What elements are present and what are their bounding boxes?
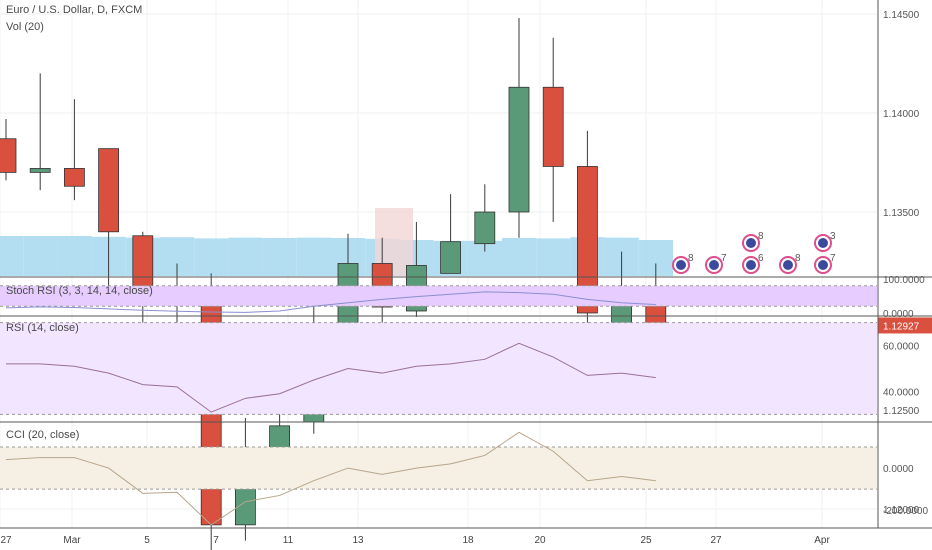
candle-body <box>64 168 85 187</box>
stoch-rsi-label: Stoch RSI (3, 3, 14, 14, close) <box>6 285 153 297</box>
price-tick-label: 1.14500 <box>883 10 920 21</box>
event-flag-inner <box>818 260 828 270</box>
date-tick-label: 25 <box>640 535 652 546</box>
event-count: 7 <box>830 253 836 264</box>
date-tick-label: 5 <box>144 535 150 546</box>
candle-body <box>0 138 17 173</box>
rsi-pane: 60.0000 40.0000 <box>0 322 920 415</box>
price-tick-label: 1.12500 <box>883 406 920 417</box>
event-flag-inner <box>676 260 686 270</box>
event-flag-inner <box>746 238 756 248</box>
event-flag-inner <box>783 260 793 270</box>
event-flag-inner <box>818 238 828 248</box>
indicator-tick-label: -200.0000 <box>883 506 928 517</box>
date-tick-label: 7 <box>213 535 219 546</box>
date-tick-label: 11 <box>283 535 294 546</box>
date-tick-label: 27 <box>710 535 722 546</box>
date-tick-label: 20 <box>534 535 546 546</box>
event-count: 8 <box>688 253 694 264</box>
candle-body <box>508 86 530 213</box>
price-tick-label: 1.12000 <box>883 505 920 516</box>
indicator-tick-label: 0.0000 <box>883 464 914 475</box>
price-tick-label: 1.13500 <box>883 208 920 219</box>
cci-label: CCI (20, close) <box>6 429 80 441</box>
indicator-line <box>6 342 656 413</box>
rsi-label: RSI (14, close) <box>6 322 79 334</box>
event-count: 8 <box>758 231 764 242</box>
volume-bar <box>536 238 571 276</box>
candle-body <box>542 86 564 167</box>
indicator-tick-label: 40.0000 <box>883 387 920 398</box>
indicator-tick-label: 60.0000 <box>883 342 920 353</box>
candle-body <box>440 241 462 274</box>
date-tick-label: 13 <box>352 535 364 546</box>
candle-body <box>29 168 51 173</box>
indicator-band <box>0 322 877 415</box>
volume-bar <box>194 238 229 276</box>
volume-bar <box>502 238 537 276</box>
current-price-label: 1.12927 <box>883 321 920 332</box>
date-tick-label: Mar <box>63 535 81 546</box>
volume-label: Vol (20) <box>6 21 44 33</box>
volume-bar <box>23 236 58 276</box>
indicator-band <box>0 447 877 490</box>
indicator-tick-label: 0.0000 <box>883 309 914 320</box>
date-tick-label: 27 <box>0 535 12 546</box>
event-count: 3 <box>830 231 836 242</box>
event-flag-inner <box>709 260 719 270</box>
volume-bar <box>296 237 331 276</box>
stoch-rsi-pane: 100.0000 0.0000 <box>0 275 925 320</box>
indicator-line <box>5 291 656 313</box>
candle-body <box>474 211 496 245</box>
current-price-line: 1.12927 <box>0 317 932 334</box>
date-tick-label: 18 <box>462 535 474 546</box>
volume-bar <box>262 238 297 276</box>
indicator-tick-label: 100.0000 <box>883 275 925 286</box>
price-tick-label: 1.14000 <box>883 109 920 120</box>
candle-body <box>98 148 119 233</box>
candle-body <box>577 166 598 314</box>
economic-events: 8 7 6 8 7 8 3 <box>672 231 836 274</box>
indicator-band <box>0 285 877 307</box>
event-flag-inner <box>746 260 756 270</box>
event-count: 8 <box>795 253 801 264</box>
volume-bar <box>0 236 24 276</box>
cci-pane: 0.0000 -200.0000 <box>0 431 928 526</box>
indicator-line <box>5 431 656 526</box>
date-tick-label: Apr <box>814 535 830 546</box>
event-count: 6 <box>758 253 764 264</box>
symbol-title: Euro / U.S. Dollar, D, FXCM <box>6 4 143 16</box>
event-count: 7 <box>721 253 727 264</box>
volume-bar <box>228 237 263 276</box>
volume-bar <box>57 236 92 276</box>
candle-body <box>269 425 291 450</box>
current-price-tag <box>878 317 932 334</box>
